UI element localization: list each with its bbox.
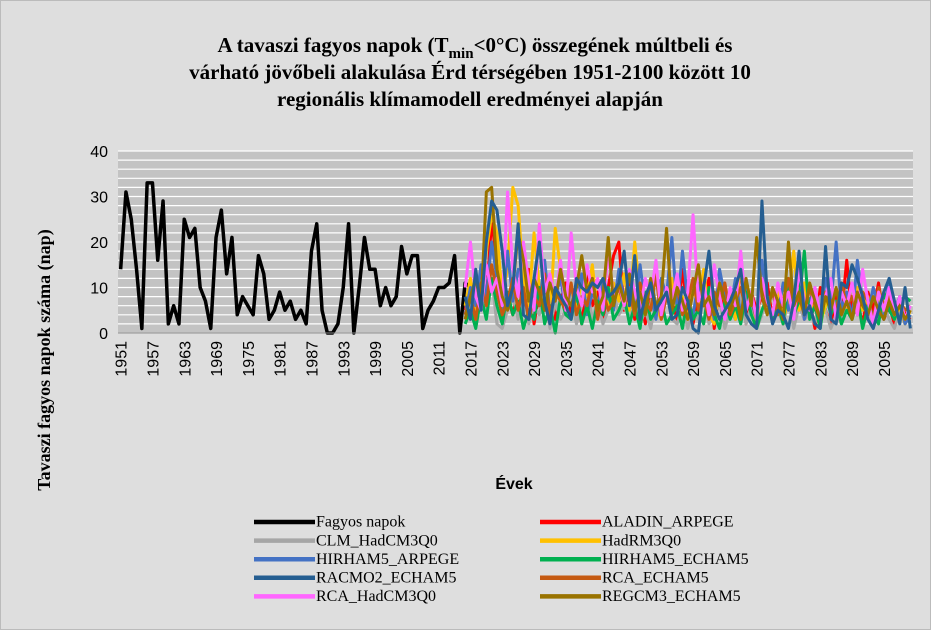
x-tick-label: 2041 [591,341,608,377]
x-tick-label: 2089 [845,341,862,377]
x-tick-label: 2053 [654,341,671,377]
y-tick-label: 30 [90,190,108,207]
legend-label: CLM_HadCM3Q0 [316,532,438,549]
x-tick-label: 2029 [527,341,544,377]
x-tick-label: 2023 [495,341,512,377]
x-tick-label: 2095 [877,341,894,377]
x-tick-label: 2035 [559,341,576,377]
x-tick-label: 1993 [336,341,353,377]
legend-label: REGCM3_ECHAM5 [602,588,741,605]
title-part: <0°C) összegének múltbeli és [474,33,733,57]
x-tick-label: 2047 [622,341,639,377]
legend-label: HIRHAM5_ECHAM5 [602,551,749,568]
legend-label: RCA_HadCM3Q0 [316,588,436,605]
chart-title: regionális klímamodell eredményei alapjá… [277,87,663,111]
title-subscript: min [449,46,475,62]
legend-label: ALADIN_ARPEGE [602,514,734,531]
x-tick-label: 2017 [463,341,480,377]
x-tick-label: 2005 [400,341,417,377]
series-line [463,199,912,335]
chart-title: várható jövőbeli alakulása Érd térségébe… [189,60,751,84]
x-tick-label: 1975 [241,341,258,377]
chart-title: A tavaszi fagyos napok (Tmin<0°C) összeg… [218,33,733,62]
x-tick-label: 2083 [813,341,830,377]
x-tick-label: 1963 [177,341,194,377]
x-tick-label: 2059 [686,341,703,377]
lines [118,181,912,335]
x-tick-label: 1969 [209,341,226,377]
y-tick-label: 40 [90,144,108,161]
legend-label: HadRM3Q0 [602,532,681,549]
title-part: A tavaszi fagyos napok (T [218,33,449,57]
x-tick-label: 2011 [432,341,449,376]
x-tick-label: 1951 [114,341,131,377]
series-line [118,181,478,335]
series-line [463,185,912,321]
y-axis-title: Tavaszi fagyos napok száma (nap) [34,229,55,490]
legend-label: HIRHAM5_ARPEGE [316,551,459,568]
x-tick-label: 2065 [718,341,735,377]
x-tick-label: 1999 [368,341,385,377]
x-tick-label: 2077 [781,341,798,377]
legend-label: RACMO2_ECHAM5 [316,569,456,586]
legend-label: Fagyos napok [316,514,405,531]
legend-label: RCA_ECHAM5 [602,569,709,586]
x-tick-label: 1981 [273,341,290,377]
x-tick-label: 1987 [304,341,321,377]
legend: Fagyos napok ALADIN_ARPEGE CLM_HadCM3Q0 Had… [254,514,749,605]
y-tick-label: 10 [90,281,108,298]
ticks: 0 10 20 30 40 1951 1957 1963 1969 1975 1981 1987 199… [90,144,913,377]
x-axis-title: Évek [495,474,532,493]
x-tick-label: 2071 [750,341,767,377]
x-tick-label: 1957 [145,341,162,377]
y-tick-label: 0 [99,326,108,343]
y-tick-label: 20 [90,235,108,252]
